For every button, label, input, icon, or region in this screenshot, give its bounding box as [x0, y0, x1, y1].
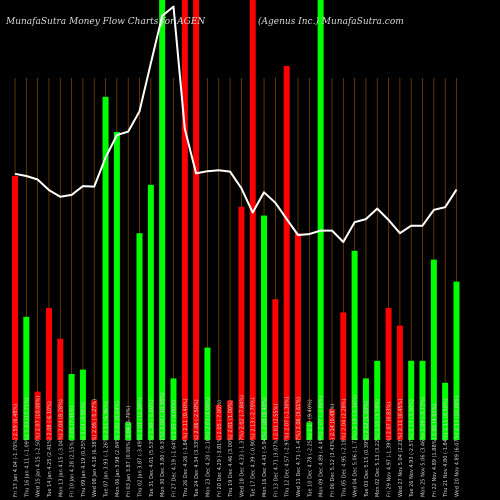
x-tick-label-1: Thu 16 Jan 4.11 (-1.09%) 2.33 (17.71%) [24, 397, 30, 498]
bar-7-down [91, 400, 98, 440]
bar-16-down [193, 0, 200, 440]
bar-11-up [136, 233, 143, 440]
x-tick-label-25: Wed 11 Dec 4.71 (-1.47%) 2.06 (3.61%) [296, 397, 302, 497]
x-tick-label-26: Tue 10 Dec 4.78 (-2.25%) 2.13 (9.40%) [307, 399, 313, 498]
x-tick-label-5: Fri 10 Jan 4.28 (2.15%) 2.01 (7.45%) [70, 406, 76, 497]
line-layer [14, 5, 458, 243]
chart-title: MunafaSutra Money Flow Charts for AGEN [5, 17, 206, 27]
x-tick-label-10: Fri 03 Jan 3.87 (0.00%) 2.04 (6.70%) [126, 406, 132, 497]
x-tick-label-8: Tue 07 Jan 3.93 (-1.26%) 2.11 (6.96%) [104, 401, 110, 498]
bar-37-up [430, 259, 437, 440]
x-tick-label-9: Mon 06 Jan 3.98 (2.84%) 2.02 (0.04%) [115, 401, 121, 497]
bar-27-up [317, 0, 324, 440]
bar-1-up [23, 316, 30, 440]
x-tick-label-32: Mon 02 Dec 5.13 (3.22%) 2.15 (3.74%) [375, 399, 381, 497]
bar-0-down [12, 176, 18, 440]
x-tick-label-19: Thu 19 Dec 4.46 (3.00%) 2.01 (1.00%) [228, 400, 234, 498]
bar-5-up [68, 374, 75, 440]
x-tick-label-2: Wed 15 Jan 4.15 (-2.50%) 2.07 (10.00%) [36, 396, 42, 497]
bar-22-up [261, 215, 268, 440]
x-tick-label-24: Thu 12 Dec 4.57 (-2.97%) 2.07 (-1.30%) [285, 397, 291, 498]
x-tick-label-38: Thu 21 Nov 4.80 (-1.84%) 2.11 (0.50%) [443, 398, 449, 498]
x-tick-label-18: Fri 20 Dec 4.29 (-3.81%) 2.05 (-7.00%) [217, 400, 223, 497]
bar-17-up [204, 347, 211, 440]
bar-23-down [272, 299, 279, 440]
bar-2-down [34, 391, 41, 440]
x-tick-label-14: Fri 27 Dec 4.19 (-1.64%) 2.05 (-4.00%) [171, 400, 177, 497]
bar-10-up [125, 422, 132, 440]
bar-30-up [351, 250, 358, 440]
x-tick-label-16: Tue 24 Dec 4.34 (3.33%) 2.06 (-2.50%) [194, 399, 200, 498]
bar-21-down [249, 0, 256, 440]
bar-35-up [408, 360, 415, 440]
x-tick-label-17: Mon 23 Dec 4.20 (-2.10%) 2.03 (4.00%) [205, 397, 211, 497]
bar-8-up [102, 96, 109, 441]
bar-29-down [340, 312, 347, 440]
x-tick-label-39: Wed 20 Nov 4.89 (6.07%) 2.13 (10.00%) [454, 395, 460, 497]
x-tick-label-12: Tue 31 Dec 4.01 (5.53%) 1.99 (-5.00%) [149, 399, 155, 498]
x-tick-label-13: Mon 30 Dec 3.80 (-9.31%) 2.00 (-10.38%) [160, 392, 166, 497]
money-flow-line [14, 5, 458, 243]
bar-layer [12, 0, 460, 441]
x-tick-label-21: Tue 17 Dec 4.39 (-0.90%) 2.13 (-2.70%) [251, 397, 257, 498]
x-tick-label-33: Fri 29 Nov 4.97 (-1.39%) 2.07 (0.83%) [387, 402, 393, 497]
bar-14-up [170, 378, 177, 440]
x-tick-label-36: Mon 25 Nov 5.06 (3.46%) 2.09 (-3.72%) [421, 397, 427, 497]
x-tick-label-27: Mon 09 Dec 4.89 (-4.49%) 2.07 (-3.00%) [319, 395, 325, 497]
bar-38-up [442, 382, 449, 440]
x-tick-label-0: Fri 17 Jan 4.04 (-1.70%) 2.59 (6.48%) [13, 404, 19, 497]
x-tick-label-31: Tue 03 Dec 5.15 (0.39%) 2.12 (1.20%) [364, 401, 370, 498]
bar-39-up [453, 281, 460, 440]
x-tick-label-7: Wed 08 Jan 4.18 (6.38%) 2.05 (-5.27%) [92, 399, 98, 497]
bar-19-down [227, 400, 234, 440]
x-tick-label-20: Wed 18 Dec 4.33 (-1.37%) 2.02 (-7.84%) [239, 395, 245, 497]
chart-subtitle: (Agenus Inc.) MunafaSutra.com [258, 16, 404, 27]
bar-32-up [374, 360, 381, 440]
x-tick-label-34: Wed 27 Nov 5.04 (2.23%) 2.11 (0.45%) [398, 399, 404, 497]
x-tick-label-28: Fri 06 Dec 5.12 (3.43%) 2.14 (0.48%) [330, 404, 336, 497]
x-tick-label-6: Thu 09 Jan 4.19 (0.25%) 2.03 (4.85%) [81, 402, 87, 498]
bar-13-up [159, 0, 166, 440]
x-tick-label-23: Fri 13 Dec 4.71 (3.07%) 2.01 (2.55%) [273, 404, 279, 497]
bar-26-up [306, 422, 313, 440]
bar-3-down [45, 308, 52, 440]
x-tick-label-30: Wed 04 Dec 5.06 (-1.72%) 2.10 (-5.16%) [353, 395, 359, 497]
x-tick-label-29: Thu 05 Dec 4.95 (-2.18%) 2.04 (2.28%) [341, 398, 347, 498]
x-tick-label-35: Tue 26 Nov 4.93 (-2.57%) 2.13 (3.30%) [409, 399, 415, 498]
bar-34-down [396, 325, 403, 440]
bar-31-up [362, 378, 369, 440]
bar-33-down [385, 308, 392, 440]
bar-6-up [79, 369, 86, 440]
x-tick-label-15: Thu 26 Dec 4.26 (-1.84%) 2.11 (0.40%) [183, 398, 189, 498]
x-tick-label-37: Fri 22 Nov 4.89 (1.88%) 2.02 (4.02%) [432, 404, 438, 497]
bar-15-down [181, 0, 188, 440]
bar-4-down [57, 338, 64, 440]
bar-28-down [328, 409, 335, 440]
x-tick-label-4: Mon 13 Jan 4.15 (-3.04%) 2.04 (8.28%) [58, 399, 64, 497]
x-tick-label-11: Thu 02 Jan 3.87 (-3.49%) 2.01 (12.38%) [138, 397, 144, 498]
bar-25-down [295, 233, 301, 440]
bar-18-down [215, 404, 222, 440]
bar-20-down [238, 206, 245, 440]
bar-36-up [419, 360, 426, 440]
bar-9-up [113, 132, 120, 440]
bar-12-up [147, 184, 154, 440]
bar-24-down [283, 66, 290, 440]
x-tick-label-22: Mon 16 Dec 4.43 (-5.94%) 2.08 (0.48%) [262, 397, 268, 497]
x-tick-layer: Fri 17 Jan 4.04 (-1.70%) 2.59 (6.48%) Thu… [13, 392, 460, 498]
x-tick-label-3: Tue 14 Jan 4.25 (2.41%) 2.08 (-6.10%) [47, 401, 53, 498]
